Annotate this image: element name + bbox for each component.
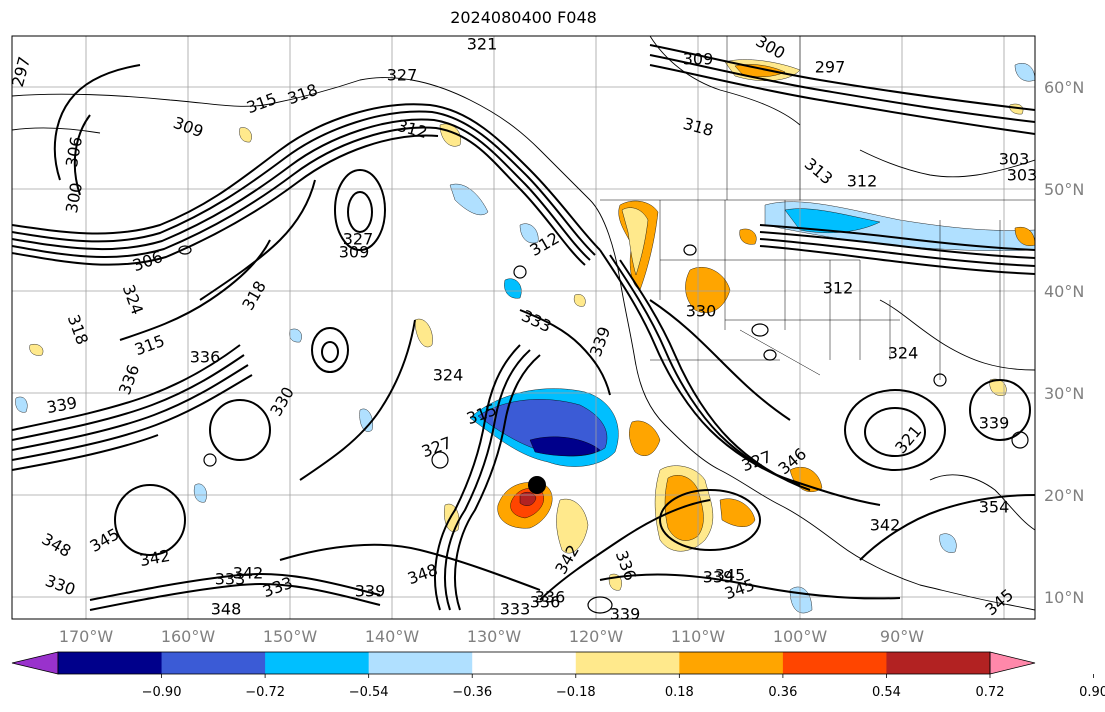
colorbar-tick-label: 0.36 [768, 685, 797, 700]
colorbar-tick-label: −0.36 [452, 685, 492, 700]
contour-lines [12, 44, 1035, 611]
contour-label: 354 [979, 498, 1010, 517]
colorbar-segment [472, 652, 577, 674]
contour-label: 339 [703, 568, 734, 587]
colorbar-tick-label: 0.90 [1079, 685, 1105, 700]
contour-label: 339 [979, 414, 1010, 433]
contour-label: 339 [355, 582, 386, 601]
colorbar-segment [265, 652, 370, 674]
contour-label: 348 [211, 600, 242, 619]
contour-label: 327 [387, 66, 418, 85]
lat-tick-label: 20°N [1044, 486, 1084, 505]
lon-tick-label: 130°W [467, 627, 522, 646]
contour-label: 303 [1007, 166, 1038, 185]
lon-tick-label: 140°W [365, 627, 420, 646]
contour-label: 303 [999, 150, 1030, 169]
contour-label: 345 [715, 566, 746, 585]
colorbar-tick-label: −0.54 [349, 685, 389, 700]
colorbar-segment [782, 652, 887, 674]
colorbar-segment [368, 652, 473, 674]
lat-tick-label: 30°N [1044, 384, 1084, 403]
contour-label: 327 [343, 230, 374, 249]
colorbar-segment [58, 652, 163, 674]
lon-tick-label: 110°W [671, 627, 726, 646]
lon-tick-label: 150°W [263, 627, 318, 646]
contour-label: 333 [215, 570, 246, 589]
lon-tick-label: 90°W [880, 627, 924, 646]
lon-tick-label: 160°W [161, 627, 216, 646]
lon-tick-label: 100°W [773, 627, 828, 646]
contour-label: 342 [870, 516, 901, 535]
lat-tick-label: 60°N [1044, 78, 1084, 97]
graticule [12, 36, 1035, 619]
colorbar-tick-label: −0.18 [556, 685, 596, 700]
contour-label: 321 [467, 35, 498, 54]
colorbar-extend-low [11, 651, 59, 675]
map-title: 2024080400 F048 [450, 8, 597, 27]
lat-tick-label: 10°N [1044, 588, 1084, 607]
contour-label: 336 [190, 348, 221, 367]
shaded-field-layer [15, 59, 1035, 614]
contour-label: 342 [233, 564, 264, 583]
lon-tick-label: 170°W [59, 627, 114, 646]
state-borders [600, 36, 1035, 380]
contour-label: 312 [823, 279, 854, 298]
contour-label: 312 [847, 172, 878, 191]
colorbar-tick-label: 0.72 [976, 685, 1005, 700]
lat-tick-label: 50°N [1044, 180, 1084, 199]
contour-label: 297 [815, 58, 846, 77]
coastlines [12, 36, 1035, 611]
contour-label: 324 [433, 366, 464, 385]
contour-label: 330 [686, 302, 717, 321]
colorbar-tick-label: −0.72 [245, 685, 285, 700]
colorbar-tick-label: −0.90 [142, 685, 182, 700]
colorbar-outline [57, 651, 991, 675]
colorbar-tick-label: 0.54 [872, 685, 901, 700]
longitude-labels: 170°W 160°W 150°W 140°W 130°W 120°W 110°W 100°W… [59, 627, 924, 646]
contour-label: 309 [683, 50, 714, 69]
colorbar-tick-label: 0.18 [665, 685, 694, 700]
storm-center-marker [528, 476, 546, 494]
colorbar-segment [575, 652, 680, 674]
map-frame [11, 35, 1036, 620]
colorbar-segment [886, 652, 991, 674]
lat-tick-label: 40°N [1044, 282, 1084, 301]
contour-label: 309 [339, 243, 370, 262]
colorbar-segment [161, 652, 266, 674]
contour-label: 333 [500, 600, 531, 619]
colorbar-extend-high [989, 651, 1036, 675]
contour-label: 339 [610, 605, 641, 624]
contour-label: 324 [888, 344, 919, 363]
contour-label: 336 [535, 588, 566, 607]
thin-contours [178, 244, 1029, 614]
contour-label: 336 [530, 593, 561, 612]
colorbar-segment [679, 652, 784, 674]
lon-tick-label: 120°W [569, 627, 624, 646]
colorbar: −0.90 −0.72 −0.54 −0.36 −0.18 0.18 0.36 0.54 0.7… [11, 651, 1105, 700]
latitude-labels: 60°N 50°N 40°N 30°N 20°N 10°N [1044, 78, 1084, 607]
